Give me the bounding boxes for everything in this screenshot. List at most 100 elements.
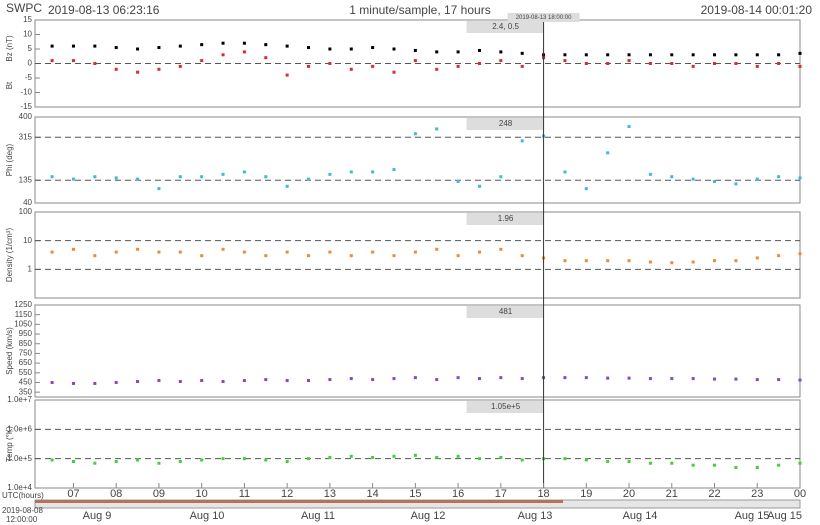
data-point [221,53,225,57]
data-point [755,177,759,181]
data-point [755,64,759,68]
data-point [499,376,503,380]
data-point [755,53,759,57]
readout-box [466,401,544,413]
data-point [477,48,481,52]
data-point [93,62,97,65]
data-point [392,454,396,458]
data-point [798,64,802,68]
timeline-label: Aug 14 [623,510,658,522]
data-point [798,461,802,465]
data-point [157,461,161,465]
readout: 248 [499,119,513,128]
data-point [307,177,311,181]
data-point [798,176,802,180]
data-point [114,67,118,71]
y-axis-label: Bt [5,81,14,89]
data-point [178,460,182,464]
data-point [392,70,396,74]
data-point [713,53,717,57]
data-point [584,53,588,57]
data-point [157,46,161,50]
data-point [285,73,289,77]
timeline-label: Aug 12 [411,510,446,522]
y-tick-label: 1150 [15,310,33,319]
data-point [307,379,311,383]
readout-box [466,306,544,318]
y-tick-label: -5 [25,73,33,82]
data-point [627,59,631,63]
y-tick-label: 5 [28,44,33,53]
x-tick-label: 08 [110,488,122,500]
data-point [371,64,375,68]
data-point [734,465,738,469]
data-point [242,379,246,383]
data-point [264,254,268,258]
x-tick-label: 10 [196,488,208,500]
data-point [264,175,268,179]
data-point [264,378,268,382]
y-tick-label: 650 [19,358,33,367]
timeline-start: 2019-08-08 [2,506,43,515]
readout-box [466,118,544,130]
y-tick-label: 10 [23,30,32,39]
data-point [157,379,161,383]
data-point [755,465,759,469]
y-tick-label: 1 [28,264,33,273]
data-point [520,64,524,68]
data-point [648,172,652,176]
panel [34,211,801,299]
data-point [349,170,353,174]
data-point [627,259,631,263]
data-point [307,457,311,461]
x-tick-label: 17 [495,488,507,500]
data-point [713,180,717,183]
data-point [435,127,439,131]
data-point [777,463,781,467]
source: SWPC [6,1,42,15]
data-point [200,458,204,462]
data-point [691,260,695,264]
data-point [50,458,54,462]
data-point [392,377,396,381]
data-point [435,455,439,459]
start-time: 2019-08-13 06:23:16 [48,3,160,17]
readout-box [466,21,544,33]
y-tick-label: 1.0e+5 [7,454,32,463]
data-point [285,460,289,464]
data-point [755,256,759,260]
y-tick-label: 135 [19,175,33,184]
data-point [670,175,674,179]
data-point [777,62,781,65]
data-point [734,377,738,381]
data-point [71,59,75,63]
y-tick-label: 1.0e+4 [7,483,32,492]
data-point [264,56,268,60]
data-point [136,458,140,462]
timeline-label: Aug 9 [83,510,112,522]
data-point [200,254,204,258]
y-tick-label: -15 [20,102,32,111]
data-point [713,463,717,467]
data-point [50,44,54,48]
data-point [563,259,567,263]
data-point [413,132,417,136]
timeline-label: Aug 10 [190,510,225,522]
end-time: 2019-08-14 00:01:20 [701,3,813,17]
data-point [264,43,268,47]
data-point [456,454,460,458]
data-point [584,62,588,65]
data-point [520,377,524,381]
y-tick-label: 1.0e+6 [7,424,32,433]
data-point [178,380,182,384]
data-point [136,380,140,384]
x-axis-label: UTC(hours) [2,491,44,500]
data-point [328,172,332,176]
data-point [435,50,439,54]
data-point [349,377,353,381]
panel [34,116,801,204]
data-point [456,180,460,183]
data-point [285,250,289,254]
y-axis-label: Bz (nT) [5,35,14,62]
data-point [221,247,225,251]
